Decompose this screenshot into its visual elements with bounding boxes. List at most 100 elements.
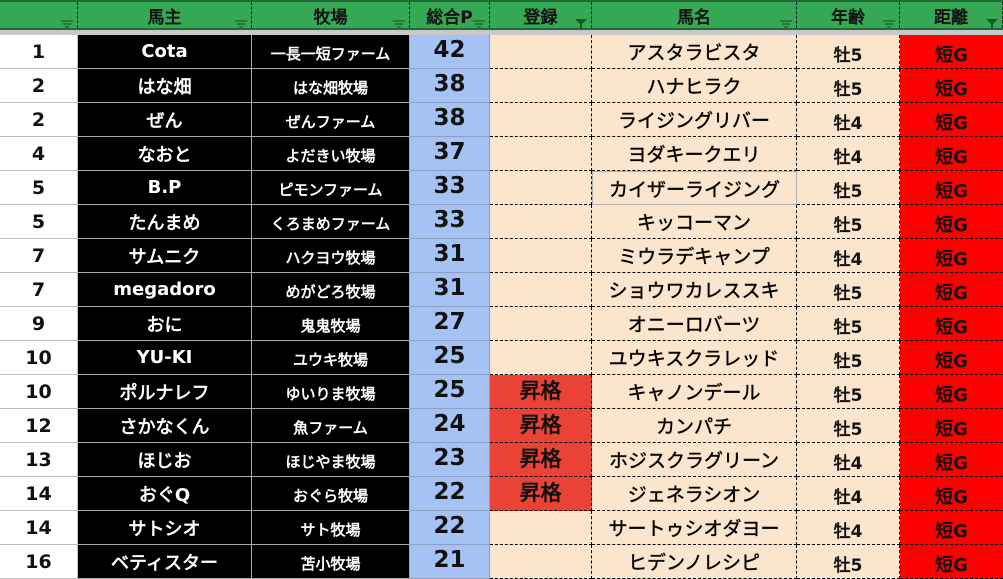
cell-horse[interactable]: ユウキスクラレッド — [592, 341, 797, 375]
cell-farm[interactable]: おぐら牧場 — [252, 477, 410, 511]
cell-owner[interactable]: おに — [78, 307, 252, 341]
cell-points[interactable]: 25 — [410, 375, 490, 409]
cell-registration[interactable] — [490, 511, 592, 545]
cell-distance[interactable]: 短G — [900, 307, 1003, 341]
cell-horse[interactable]: カイザーライジング — [592, 171, 797, 205]
cell-distance[interactable]: 短G — [900, 205, 1003, 239]
cell-registration[interactable]: 昇格 — [490, 375, 592, 409]
cell-owner[interactable]: ぜん — [78, 103, 252, 137]
cell-rank[interactable]: 12 — [0, 409, 78, 443]
cell-points[interactable]: 24 — [410, 409, 490, 443]
cell-owner[interactable]: megadoro — [78, 273, 252, 307]
cell-age[interactable]: 牡5 — [797, 35, 900, 69]
cell-farm[interactable]: めがどろ牧場 — [252, 273, 410, 307]
cell-horse[interactable]: キャノンデール — [592, 375, 797, 409]
cell-points[interactable]: 38 — [410, 69, 490, 103]
cell-horse[interactable]: ヒデンノレシピ — [592, 545, 797, 579]
cell-points[interactable]: 25 — [410, 341, 490, 375]
cell-age[interactable]: 牡4 — [797, 103, 900, 137]
cell-points[interactable]: 42 — [410, 35, 490, 69]
cell-age[interactable]: 牡4 — [797, 239, 900, 273]
cell-rank[interactable]: 14 — [0, 477, 78, 511]
cell-registration[interactable] — [490, 103, 592, 137]
cell-distance[interactable]: 短G — [900, 171, 1003, 205]
cell-rank[interactable]: 10 — [0, 341, 78, 375]
cell-registration[interactable] — [490, 35, 592, 69]
cell-owner[interactable]: おぐQ — [78, 477, 252, 511]
filter-active-icon[interactable] — [986, 14, 998, 29]
cell-age[interactable]: 牡5 — [797, 409, 900, 443]
cell-owner[interactable]: サムニク — [78, 239, 252, 273]
cell-horse[interactable]: ヨダキークエリ — [592, 137, 797, 171]
cell-registration[interactable] — [490, 137, 592, 171]
cell-registration[interactable] — [490, 171, 592, 205]
cell-age[interactable]: 牡4 — [797, 477, 900, 511]
cell-rank[interactable]: 13 — [0, 443, 78, 477]
cell-horse[interactable]: オニーロバーツ — [592, 307, 797, 341]
cell-distance[interactable]: 短G — [900, 273, 1003, 307]
cell-horse[interactable]: ジェネラシオン — [592, 477, 797, 511]
cell-rank[interactable]: 2 — [0, 103, 78, 137]
filter-icon[interactable] — [235, 14, 247, 28]
column-header-owner[interactable]: 馬主 — [78, 2, 252, 28]
cell-registration[interactable] — [490, 205, 592, 239]
cell-distance[interactable]: 短G — [900, 69, 1003, 103]
column-header-horse[interactable]: 馬名 — [592, 2, 797, 28]
cell-distance[interactable]: 短G — [900, 375, 1003, 409]
cell-points[interactable]: 21 — [410, 545, 490, 579]
cell-horse[interactable]: キッコーマン — [592, 205, 797, 239]
cell-owner[interactable]: サトシオ — [78, 511, 252, 545]
cell-points[interactable]: 31 — [410, 273, 490, 307]
cell-distance[interactable]: 短G — [900, 137, 1003, 171]
cell-horse[interactable]: アスタラビスタ — [592, 35, 797, 69]
column-header-registration[interactable]: 登録 — [490, 2, 592, 29]
cell-horse[interactable]: ホジスクラグリーン — [592, 443, 797, 477]
cell-points[interactable]: 23 — [410, 443, 490, 477]
cell-horse[interactable]: カンパチ — [592, 409, 797, 443]
column-header-rank[interactable] — [0, 2, 78, 28]
cell-farm[interactable]: サト牧場 — [252, 511, 410, 545]
cell-horse[interactable]: ショウワカレススキ — [592, 273, 797, 307]
cell-registration[interactable] — [490, 273, 592, 307]
cell-farm[interactable]: 魚ファーム — [252, 409, 410, 443]
cell-age[interactable]: 牡4 — [797, 511, 900, 545]
cell-registration[interactable] — [490, 239, 592, 273]
filter-icon[interactable] — [473, 14, 485, 28]
cell-distance[interactable]: 短G — [900, 409, 1003, 443]
cell-farm[interactable]: ユウキ牧場 — [252, 341, 410, 375]
cell-rank[interactable]: 10 — [0, 375, 78, 409]
cell-farm[interactable]: はな畑牧場 — [252, 69, 410, 103]
cell-distance[interactable]: 短G — [900, 239, 1003, 273]
cell-age[interactable]: 牡4 — [797, 443, 900, 477]
cell-owner[interactable]: YU-KI — [78, 341, 252, 375]
cell-points[interactable]: 27 — [410, 307, 490, 341]
cell-farm[interactable]: ほじやま牧場 — [252, 443, 410, 477]
cell-registration[interactable] — [490, 307, 592, 341]
cell-rank[interactable]: 4 — [0, 137, 78, 171]
cell-distance[interactable]: 短G — [900, 443, 1003, 477]
cell-owner[interactable]: B.P — [78, 171, 252, 205]
cell-age[interactable]: 牡5 — [797, 341, 900, 375]
cell-age[interactable]: 牡5 — [797, 273, 900, 307]
cell-farm[interactable]: ゆいりま牧場 — [252, 375, 410, 409]
cell-registration[interactable] — [490, 69, 592, 103]
cell-rank[interactable]: 2 — [0, 69, 78, 103]
cell-farm[interactable]: ハクヨウ牧場 — [252, 239, 410, 273]
cell-registration[interactable]: 昇格 — [490, 443, 592, 477]
cell-points[interactable]: 31 — [410, 239, 490, 273]
cell-rank[interactable]: 16 — [0, 545, 78, 579]
cell-age[interactable]: 牡5 — [797, 69, 900, 103]
cell-owner[interactable]: Cota — [78, 35, 252, 69]
cell-distance[interactable]: 短G — [900, 511, 1003, 545]
cell-distance[interactable]: 短G — [900, 103, 1003, 137]
cell-farm[interactable]: よだきい牧場 — [252, 137, 410, 171]
cell-farm[interactable]: 苫小牧場 — [252, 545, 410, 579]
cell-registration[interactable] — [490, 545, 592, 579]
cell-distance[interactable]: 短G — [900, 35, 1003, 69]
cell-rank[interactable]: 5 — [0, 205, 78, 239]
cell-age[interactable]: 牡5 — [797, 545, 900, 579]
filter-icon[interactable] — [61, 14, 73, 28]
cell-rank[interactable]: 7 — [0, 273, 78, 307]
cell-registration[interactable]: 昇格 — [490, 477, 592, 511]
filter-icon[interactable] — [393, 14, 405, 28]
